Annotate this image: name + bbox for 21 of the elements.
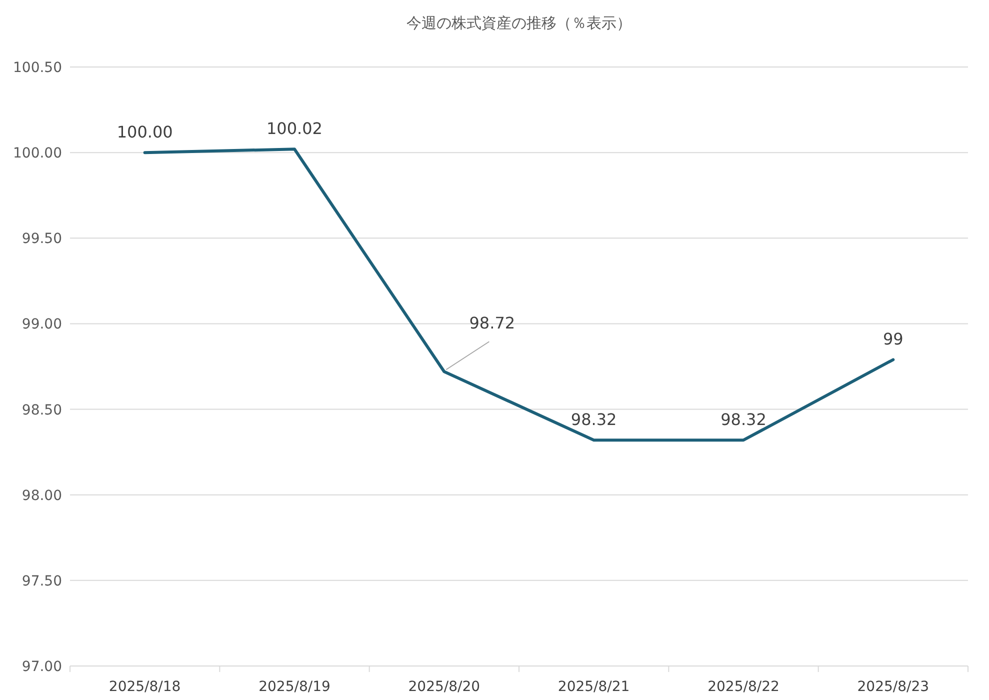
data-label: 98.32 [720,410,766,430]
data-label: 98.72 [469,314,516,333]
y-tick-label: 97.50 [22,573,62,590]
data-label: 99 [882,330,904,349]
y-tick-label: 98.50 [22,402,62,418]
y-tick-label: 100.50 [13,60,62,76]
y-tick-label: 97.00 [22,659,62,675]
y-tick-label: 99.50 [22,231,62,248]
chart-title: 今週の株式資産の推移（％表示） [406,14,632,32]
y-tick-label: 100.00 [13,146,62,162]
x-tick-label: 2025/8/18 [108,679,181,695]
x-tick-label: 2025/8/20 [408,679,480,695]
data-label: 98.32 [570,410,617,430]
x-tick-label: 2025/8/21 [558,679,630,695]
x-tick-label: 2025/8/19 [258,679,330,695]
data-label: 100.02 [266,119,322,138]
x-tick-label: 2025/8/22 [708,679,780,695]
x-tick-label: 2025/8/23 [857,679,930,695]
y-tick-label: 98.00 [22,488,62,504]
y-tick-label: 99.00 [22,316,62,333]
data-label: 100.00 [116,122,173,142]
